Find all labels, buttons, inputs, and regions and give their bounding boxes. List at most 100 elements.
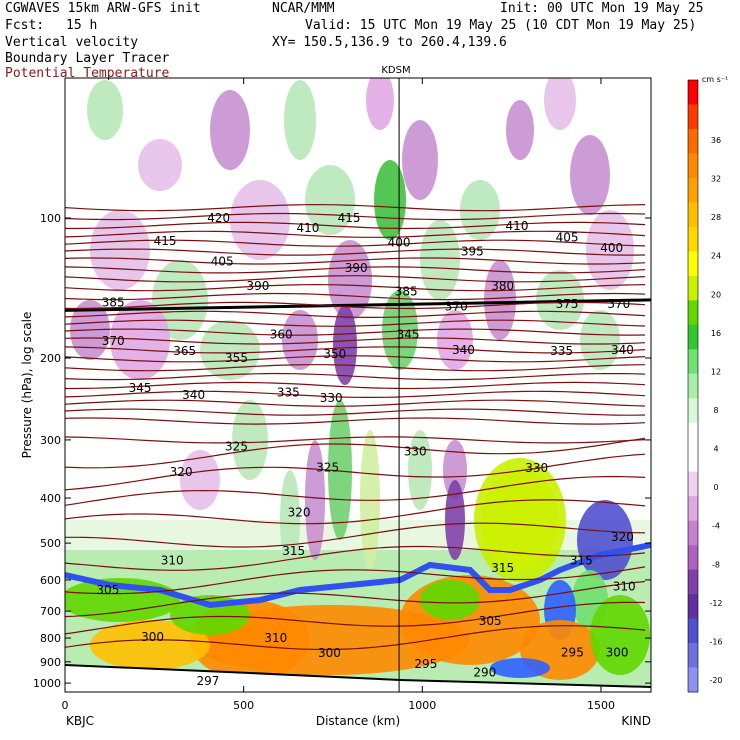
velocity-patch <box>544 78 576 130</box>
velocity-patch <box>90 620 210 670</box>
theta-contour-label: 325 <box>316 461 339 475</box>
theta-contour-label: 345 <box>129 381 152 395</box>
velocity-patch <box>232 400 268 480</box>
theta-contour-label: 305 <box>479 614 502 628</box>
colorbar-swatch <box>688 128 698 154</box>
theta-contour-label: 340 <box>611 343 634 357</box>
colorbar-swatch <box>688 667 698 693</box>
colorbar-tick-label: -4 <box>712 522 720 531</box>
theta-contour <box>65 275 646 283</box>
colorbar-swatch <box>688 80 698 105</box>
theta-contour <box>65 381 646 390</box>
y-tick-label: 300 <box>40 434 61 447</box>
valid-time: Valid: 15 UTC Mon 19 May 25 (10 CDT Mon … <box>305 18 697 33</box>
velocity-patch <box>570 135 610 215</box>
theta-contour-label: 305 <box>96 583 119 597</box>
colorbar-swatch <box>688 153 698 179</box>
field-name-boundary-layer-tracer: Boundary Layer Tracer <box>5 51 170 66</box>
theta-contour <box>65 319 646 327</box>
theta-contour-label: 385 <box>395 285 418 299</box>
theta-contour-label: 310 <box>613 580 636 594</box>
velocity-patch <box>420 580 480 620</box>
y-tick-label: 500 <box>40 537 61 550</box>
theta-contour <box>65 239 646 247</box>
theta-contour-label: 415 <box>154 234 177 248</box>
velocity-patch <box>210 90 250 170</box>
theta-contour <box>65 337 646 345</box>
colorbar-frame <box>687 79 699 693</box>
velocity-patch <box>284 80 316 160</box>
colorbar-swatch <box>688 594 698 620</box>
theta-contour-label: 405 <box>556 230 579 244</box>
theta-contour-label: 300 <box>318 646 341 660</box>
velocity-patch <box>87 80 123 140</box>
theta-contour-label: 340 <box>182 388 205 402</box>
plot-frame <box>64 77 652 693</box>
x-tick-label: 1000 <box>408 699 436 712</box>
theta-contour <box>65 230 646 238</box>
theta-contour <box>65 580 646 618</box>
colorbar-swatch <box>688 471 698 497</box>
colorbar-tick-label: 24 <box>711 252 721 261</box>
theta-contour-label: 330 <box>404 445 427 459</box>
velocity-patch <box>590 595 650 675</box>
velocity-patch <box>305 165 355 235</box>
theta-contour <box>65 283 646 292</box>
colorbar-tick-label: 0 <box>713 483 718 492</box>
velocity-patch <box>366 78 394 130</box>
theta-contour-label: 300 <box>606 646 629 660</box>
theta-contour-label: 335 <box>550 344 573 358</box>
theta-contour-label: 320 <box>170 465 193 479</box>
theta-contour-label: 345 <box>397 327 420 341</box>
colorbar-tick-label: 16 <box>711 329 721 338</box>
theta-contour <box>65 221 646 230</box>
velocity-patch <box>180 450 220 510</box>
colorbar-swatch <box>688 520 698 546</box>
colorbar-tick-label: 32 <box>711 175 721 184</box>
colorbar-swatch <box>688 398 698 424</box>
velocity-patch <box>490 658 550 678</box>
theta-contour-label: 370 <box>102 334 125 348</box>
theta-contour <box>65 475 646 506</box>
colorbar-swatch <box>688 275 698 301</box>
theta-contour-label: 405 <box>211 254 234 268</box>
colorbar-swatch <box>688 618 698 644</box>
theta-contour <box>65 437 646 469</box>
theta-contour-label: 365 <box>173 344 196 358</box>
theta-contour-label: 295 <box>561 646 584 660</box>
xy-endpoints: XY= 150.5,136.9 to 260.4,139.6 <box>272 35 507 50</box>
theta-contour-label: 315 <box>491 561 514 575</box>
y-tick-label: 800 <box>40 632 61 645</box>
x-tick-label: 1500 <box>587 699 615 712</box>
ground-line <box>65 664 651 688</box>
field-name-vertical-velocity: Vertical velocity <box>5 35 139 50</box>
theta-contour <box>65 203 646 212</box>
theta-contour-label: 390 <box>246 279 269 293</box>
velocity-patch <box>536 270 584 330</box>
theta-contour-label: 335 <box>277 385 300 399</box>
velocity-patch <box>443 440 467 500</box>
velocity-patch <box>230 180 290 260</box>
x-start-label: KBJC <box>66 714 94 728</box>
velocity-patch <box>328 400 352 540</box>
theta-contour <box>65 257 646 265</box>
velocity-patch <box>586 210 634 290</box>
theta-contour-label: 420 <box>207 211 230 225</box>
theta-contour <box>65 522 646 548</box>
colorbar-swatch <box>688 226 698 252</box>
theta-contour <box>65 292 646 301</box>
colorbar-tick-label: -20 <box>709 676 722 685</box>
x-tick-label: 0 <box>62 699 69 712</box>
colorbar-swatch <box>688 349 698 375</box>
theta-contour-label: 320 <box>288 506 311 520</box>
y-axis-label: Pressure (hPa), log scale <box>20 312 34 459</box>
colorbar-tick-label: -16 <box>709 637 722 646</box>
colorbar-unit: cm s⁻¹ <box>702 75 728 84</box>
theta-contour <box>65 408 646 416</box>
theta-contour <box>65 355 646 363</box>
colorbar-tick-label: -12 <box>709 599 722 608</box>
y-tick-label: 600 <box>40 574 61 587</box>
theta-contour-label: 315 <box>282 544 305 558</box>
colorbar-swatch <box>688 177 698 203</box>
colorbar-swatch <box>688 324 698 350</box>
